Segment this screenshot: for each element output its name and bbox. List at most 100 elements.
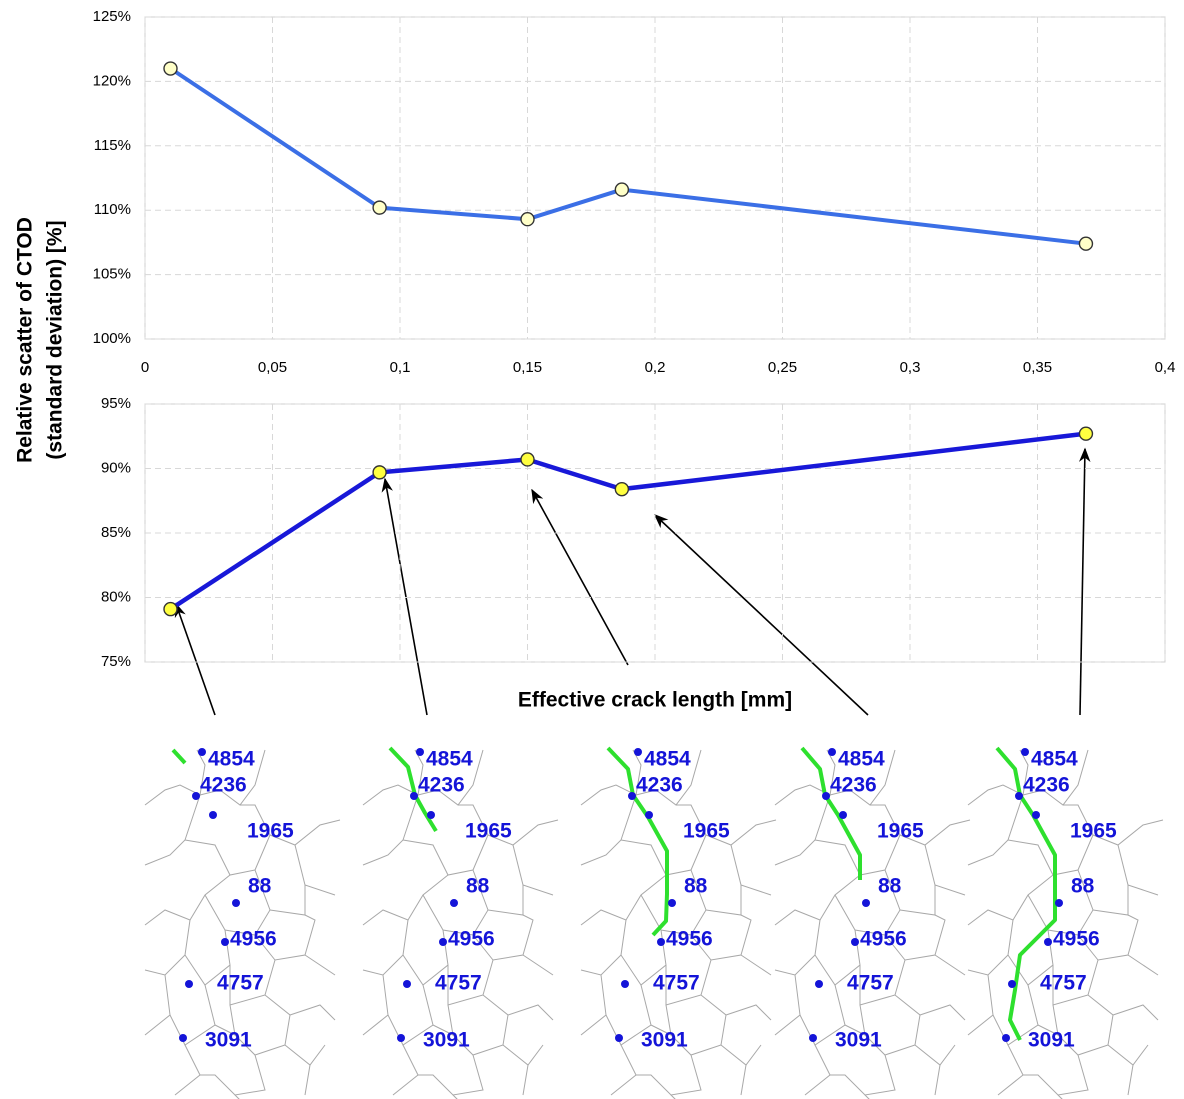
data-point xyxy=(372,465,387,480)
x-tick-label: 0 xyxy=(141,359,149,376)
grain-boundary xyxy=(507,1004,554,1021)
crack-path xyxy=(995,746,1057,1041)
grain-marker xyxy=(862,899,870,907)
grain-boundary xyxy=(144,974,171,1036)
y-tick-label: 115% xyxy=(94,137,131,154)
grain-boundary xyxy=(432,1024,454,1036)
x-tick-label: 0,2 xyxy=(645,359,666,376)
grain-marker xyxy=(416,748,424,756)
grain-boundary xyxy=(967,874,1054,926)
grain-id-label: 4956 xyxy=(666,928,713,951)
grain-boundary xyxy=(914,1044,956,1066)
grain-boundary xyxy=(144,874,231,926)
grain-boundary xyxy=(730,844,772,896)
arrow xyxy=(1078,447,1091,716)
grain-boundary xyxy=(144,749,206,806)
grain-id-label: 4854 xyxy=(208,748,255,771)
grain-boundary xyxy=(1052,959,1099,1006)
grain-marker xyxy=(1032,811,1040,819)
grain-marker xyxy=(209,811,217,819)
grain-boundary xyxy=(799,984,846,1046)
grain-boundary xyxy=(774,794,831,866)
y-tick-label: 110% xyxy=(94,201,131,218)
microstructure: 4854423619658849564757309148544236196588… xyxy=(144,746,1164,1099)
x-tick-label: 0,3 xyxy=(900,359,921,376)
grain-id-label: 4956 xyxy=(230,928,277,951)
data-point xyxy=(520,452,535,467)
grain-boundary xyxy=(580,794,637,866)
grain-marker xyxy=(1008,980,1016,988)
data-point xyxy=(163,61,178,76)
grain-id-label: 1965 xyxy=(465,820,512,843)
grain-marker xyxy=(410,792,418,800)
grain-boundary xyxy=(740,1064,747,1096)
grain-boundary xyxy=(418,1054,484,1096)
grain-boundary xyxy=(580,874,667,926)
grain-id-label: 4854 xyxy=(838,748,885,771)
grain-id-label: 88 xyxy=(248,875,272,898)
grain-boundary xyxy=(269,885,306,916)
grain-marker xyxy=(185,980,193,988)
grain-marker xyxy=(450,899,458,907)
data-point xyxy=(1078,236,1094,251)
grain-boundary xyxy=(362,749,424,806)
grain-boundary xyxy=(522,954,554,976)
grain-id-label: 3091 xyxy=(1028,1029,1075,1052)
grain-marker xyxy=(668,899,676,907)
grain-boundary xyxy=(919,1004,966,1021)
grain-boundary xyxy=(934,1064,941,1096)
grain-boundary xyxy=(670,1094,676,1099)
grain-boundary xyxy=(1037,1024,1059,1036)
grain-boundary xyxy=(522,1064,529,1096)
grain-boundary xyxy=(304,1064,311,1096)
data-point xyxy=(614,182,630,197)
y-tick-label: 75% xyxy=(101,653,131,670)
grain-marker xyxy=(657,938,665,946)
grain-boundary xyxy=(1127,1064,1134,1096)
grain-marker xyxy=(1044,938,1052,946)
grain-marker xyxy=(815,980,823,988)
grain-marker xyxy=(621,980,629,988)
grain-marker xyxy=(828,748,836,756)
crack-path xyxy=(171,748,187,765)
grain-boundary xyxy=(174,1044,201,1096)
grain-boundary xyxy=(580,974,607,1036)
grain-boundary xyxy=(992,984,1039,1046)
grain-boundary xyxy=(234,1094,240,1099)
grain-boundary xyxy=(774,749,836,806)
grain-id-label: 88 xyxy=(878,875,902,898)
grain-boundary xyxy=(934,954,966,976)
y-tick-label: 80% xyxy=(101,588,131,605)
grain-boundary xyxy=(294,844,336,896)
grain-marker xyxy=(427,811,435,819)
grain-boundary xyxy=(610,1044,637,1096)
grain-id-label: 1965 xyxy=(247,820,294,843)
crack-path xyxy=(800,746,862,880)
grain-marker xyxy=(198,748,206,756)
chart-panel: 0 0,05 0,1 0,15 0,2 0,25 0,3 0,35 0,4 100% 105% 110… xyxy=(14,8,1176,463)
grain-boundary xyxy=(362,874,449,926)
series-line xyxy=(169,66,1087,246)
grain-id-label: 1965 xyxy=(1070,820,1117,843)
grain-boundary xyxy=(1112,1004,1159,1021)
grain-id-label: 3091 xyxy=(423,1029,470,1052)
grain-id-label: 88 xyxy=(466,875,490,898)
grain-id-label: 4956 xyxy=(860,928,907,951)
grain-boundary xyxy=(1092,885,1129,916)
grain-id-label: 4236 xyxy=(418,774,465,797)
grain-marker xyxy=(628,792,636,800)
grain-marker xyxy=(1055,899,1063,907)
grain-marker xyxy=(179,1034,187,1042)
grain-id-label: 3091 xyxy=(835,1029,882,1052)
grain-id-label: 4236 xyxy=(1023,774,1070,797)
grain-boundary xyxy=(814,929,861,986)
data-point xyxy=(520,212,535,227)
grain-boundary xyxy=(169,984,216,1046)
grain-id-label: 1965 xyxy=(683,820,730,843)
grain-boundary xyxy=(997,1044,1024,1096)
grain-marker xyxy=(1021,748,1029,756)
grain-boundary xyxy=(774,874,861,926)
grain-boundary xyxy=(229,994,291,1056)
grain-id-label: 4956 xyxy=(1053,928,1100,951)
